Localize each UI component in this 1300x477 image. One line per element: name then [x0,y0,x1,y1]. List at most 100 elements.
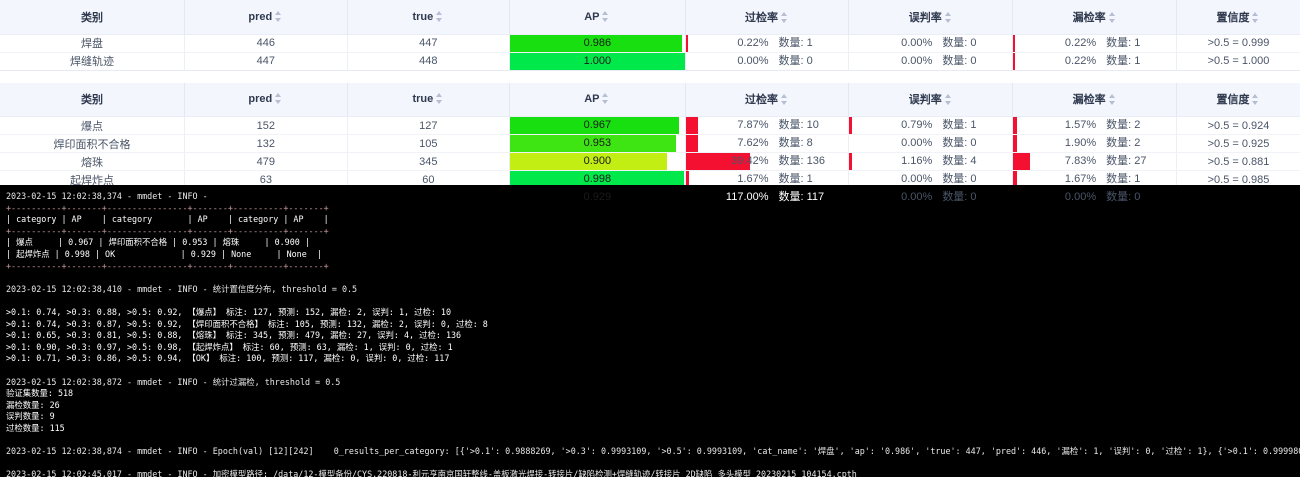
over-detection-bar [685,153,750,170]
cell-miss-detection-rate: 7.83% 数量: 27 [1012,152,1177,171]
cell-category: 熔珠 [0,152,186,171]
ap-bar [510,117,679,134]
column-header-3[interactable]: true [347,82,511,117]
sort-toggle-icon[interactable] [436,93,444,105]
cell-category: 焊缝轨迹 [0,52,186,71]
column-header-label: 类别 [81,94,104,107]
rate-count: 数量: 0 [942,36,977,49]
column-header-2[interactable]: pred [184,0,348,35]
cell-over-detection-rate: 0.22% 数量: 1 [685,34,850,53]
column-header-5[interactable]: 过检率 [685,0,850,35]
sort-toggle-icon[interactable] [1108,11,1117,23]
over-detection-bar [685,135,698,152]
sort-toggle-icon[interactable] [1252,94,1260,106]
column-header-6[interactable]: 误判率 [848,0,1014,35]
cell-over-detection-rate: 1.67% 数量: 1 [685,170,850,189]
sort-toggle-icon[interactable] [944,94,953,106]
terminal-log-panel[interactable]: 2023-02-15 12:02:38,374 - mmdet - INFO -… [0,185,1300,477]
cell-ap: 0.900 [509,152,686,171]
rate-percent: 7.83% [1064,155,1097,167]
rate-count: 数量: 8 [778,137,813,149]
column-header-7[interactable]: 漏检率 [1012,0,1177,35]
cell-misjudge-rate: 1.16% 数量: 4 [848,152,1014,171]
ap-bar [510,171,685,188]
misjudge-bar [849,153,853,170]
column-header-8[interactable]: 置信度 [1176,0,1300,35]
rate-percent: 0.22% [1064,36,1097,49]
rate-percent: 0.00% [901,173,933,185]
rate-percent: 0.22% [737,36,769,49]
cell-true: 448 [347,52,511,71]
table-row[interactable]: 焊盘 446 447 0.986 0.22% 数量: 1 0.00% 数量: 0 0.22% 数量… [0,34,1300,53]
cell-over-detection-rate: 117.00% 数量: 117 [685,188,850,207]
rate-count: 数量: 27 [1106,155,1147,167]
terminal-line: 误判数量: 9 [6,411,55,422]
cell-pred: 132 [184,134,348,153]
column-header-7[interactable]: 漏检率 [1012,82,1177,117]
rate-percent: 1.16% [901,155,933,167]
rate-count: 数量: 0 [942,191,977,203]
terminal-line: 漏检数量: 26 [6,399,60,410]
cell-category: 焊印面积不合格 [0,134,186,153]
ap-value: 0.953 [583,137,612,149]
column-header-8[interactable]: 置信度 [1176,82,1300,117]
cell-true: 105 [347,134,511,153]
rate-percent: 1.67% [1064,173,1097,185]
sort-toggle-icon[interactable] [780,11,789,23]
column-header-6[interactable]: 误判率 [848,82,1014,117]
table-row[interactable]: 焊缝轨迹 447 448 1.000 0.00% 数量: 0 0.00% 数量: 0 0.22%… [0,52,1300,71]
sort-toggle-icon[interactable] [275,93,283,105]
rate-count: 数量: 0 [942,54,977,67]
column-header-3[interactable]: true [347,0,511,35]
table-header-row: 类别 pred true AP 过检率 误判率 漏检率 置信度 [0,0,1300,35]
over-detection-bar [685,117,699,134]
column-header-1: 类别 [0,0,186,35]
cell-miss-detection-rate: 1.57% 数量: 2 [1012,116,1177,135]
cell-category: 爆点 [0,116,186,135]
table-row[interactable]: 熔珠 479 345 0.900 39.42% 数量: 136 1.16% 数量: 4 7.83… [0,152,1300,171]
rate-percent: 1.90% [1064,137,1097,149]
rate-count: 数量: 1 [778,36,813,49]
column-header-label: true [412,10,434,23]
rate-percent: 117.00% [725,191,769,203]
sort-toggle-icon[interactable] [1252,11,1260,23]
terminal-line: 2023-02-15 12:02:38,874 - mmdet - INFO -… [6,446,1300,457]
column-header-label: AP [584,93,600,106]
summary-table-top[interactable]: 类别 pred true AP 过检率 误判率 漏检率 置信度 焊盘 446 447 0.986 0.… [0,0,1300,71]
sort-toggle-icon[interactable] [602,93,610,105]
column-header-5[interactable]: 过检率 [685,82,850,117]
table-row[interactable]: 爆点 152 127 0.967 7.87% 数量: 10 0.79% 数量: 1 1.57% 数… [0,116,1300,135]
cell-confidence: >0.5 = 1.000 [1176,52,1300,71]
sort-toggle-icon[interactable] [275,10,283,22]
terminal-line: 2023-02-15 12:02:38,872 - mmdet - INFO -… [6,376,341,387]
ap-value: 0.998 [583,173,612,185]
rate-count: 数量: 136 [778,155,825,167]
ap-bar [510,52,685,69]
cell-misjudge-rate: 0.00% 数量: 0 [848,170,1014,189]
cell-misjudge-rate: 0.00% 数量: 0 [848,134,1014,153]
tables-area: 类别 pred true AP 过检率 误判率 漏检率 置信度 焊盘 446 447 0.986 0.… [0,0,1300,207]
cell-confidence: >0.5 = 0.999 [1176,34,1300,53]
sort-toggle-icon[interactable] [944,11,953,23]
misjudge-bar [849,117,852,134]
cell-over-detection-rate: 0.00% 数量: 0 [685,52,850,71]
cell-pred: 447 [184,52,348,71]
sort-toggle-icon[interactable] [780,94,789,106]
terminal-line: >0.1: 0.71, >0.3: 0.86, >0.5: 0.94, 【OK】… [6,353,450,364]
rate-count: 数量: 1 [942,119,977,131]
table-row[interactable]: 焊印面积不合格 132 105 0.953 7.62% 数量: 8 0.00% 数量: 0 1.… [0,134,1300,153]
column-header-4[interactable]: AP [509,0,686,35]
cell-true: 345 [347,152,511,171]
column-header-label: 过检率 [744,11,778,24]
column-header-4[interactable]: AP [509,82,686,117]
miss-detection-bar [1013,52,1016,69]
sort-toggle-icon[interactable] [436,10,444,22]
cell-over-detection-rate: 7.62% 数量: 8 [685,134,850,153]
terminal-blank-line [6,434,1294,446]
rate-count: 数量: 0 [778,54,813,67]
column-header-2[interactable]: pred [184,82,348,117]
sort-toggle-icon[interactable] [602,10,610,22]
sort-toggle-icon[interactable] [1108,94,1117,106]
rate-count: 数量: 1 [778,173,813,185]
